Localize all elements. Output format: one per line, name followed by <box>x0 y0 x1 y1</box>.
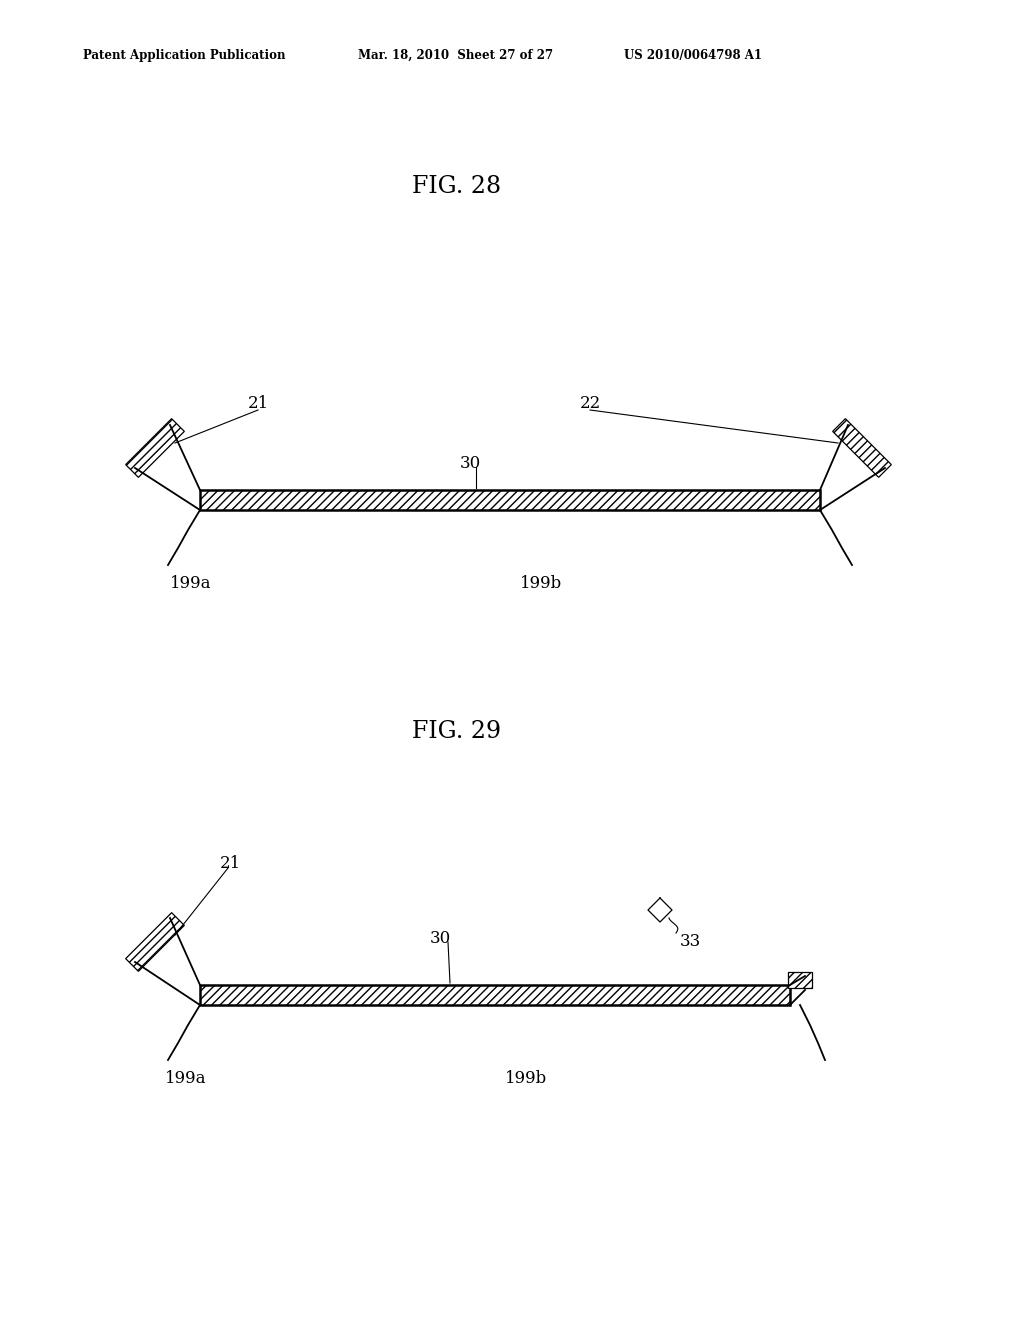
Text: FIG. 28: FIG. 28 <box>412 176 501 198</box>
Text: Patent Application Publication: Patent Application Publication <box>83 49 286 62</box>
Bar <box>788 972 812 987</box>
Text: 199a: 199a <box>165 1071 207 1086</box>
Text: Mar. 18, 2010  Sheet 27 of 27: Mar. 18, 2010 Sheet 27 of 27 <box>358 49 553 62</box>
Text: 199b: 199b <box>520 576 562 591</box>
Text: 30: 30 <box>430 931 452 946</box>
Text: US 2010/0064798 A1: US 2010/0064798 A1 <box>624 49 762 62</box>
Text: 30: 30 <box>460 455 481 473</box>
Text: 199b: 199b <box>505 1071 547 1086</box>
Bar <box>126 912 184 972</box>
Text: 33: 33 <box>680 933 701 950</box>
Text: 21: 21 <box>248 395 269 412</box>
Text: 21: 21 <box>220 855 242 873</box>
Bar <box>126 418 184 478</box>
Bar <box>200 490 820 510</box>
Bar <box>200 985 790 1005</box>
Bar <box>833 418 891 478</box>
Text: 22: 22 <box>580 395 601 412</box>
Text: 199a: 199a <box>170 576 212 591</box>
Text: FIG. 29: FIG. 29 <box>412 719 501 743</box>
